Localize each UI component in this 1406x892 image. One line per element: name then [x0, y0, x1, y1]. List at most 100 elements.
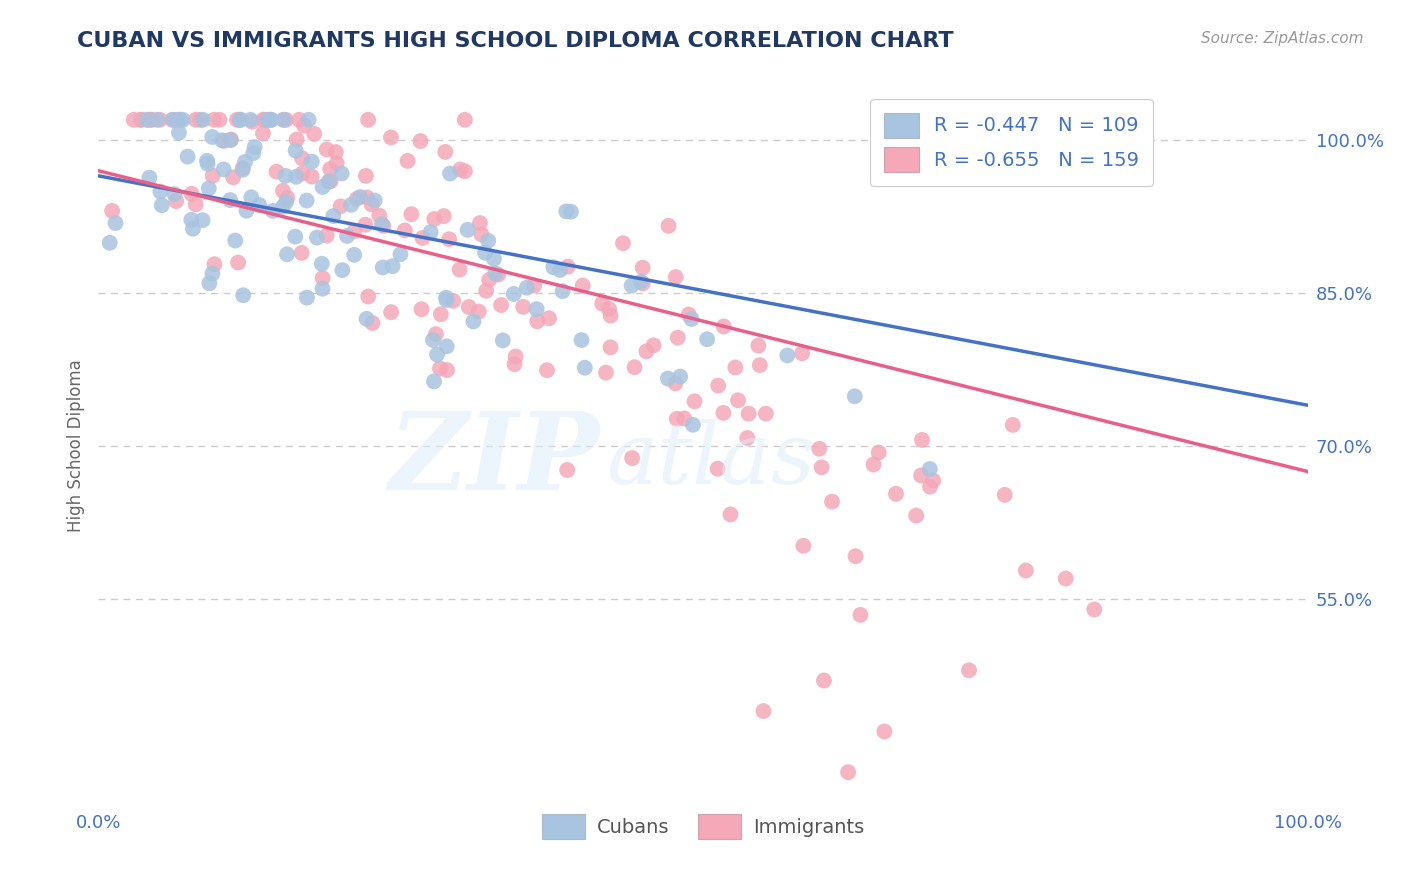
Point	[449, 262, 471, 277]
Point	[229, 112, 252, 127]
Point	[454, 164, 477, 178]
Point	[678, 308, 700, 322]
Point	[489, 298, 512, 312]
Point	[197, 181, 219, 195]
Point	[262, 203, 284, 218]
Point	[184, 197, 207, 211]
Point	[301, 169, 323, 184]
Point	[235, 203, 257, 218]
Point	[429, 361, 451, 376]
Point	[180, 212, 202, 227]
Point	[232, 288, 254, 302]
Point	[201, 169, 224, 183]
Point	[631, 277, 654, 291]
Point	[139, 112, 162, 127]
Point	[560, 204, 582, 219]
Point	[243, 140, 266, 154]
Point	[434, 145, 457, 159]
Point	[808, 442, 831, 456]
Point	[910, 468, 932, 483]
Point	[104, 216, 127, 230]
Point	[737, 407, 759, 421]
Point	[681, 312, 703, 326]
Point	[755, 407, 778, 421]
Point	[389, 247, 412, 261]
Point	[571, 278, 593, 293]
Point	[813, 673, 835, 688]
Point	[340, 198, 363, 212]
Point	[253, 112, 276, 127]
Point	[291, 166, 314, 180]
Point	[682, 417, 704, 432]
Point	[274, 112, 297, 127]
Point	[166, 112, 188, 127]
Point	[284, 144, 307, 158]
Text: atlas: atlas	[606, 419, 815, 501]
Point	[98, 235, 121, 250]
Point	[150, 198, 173, 212]
Point	[211, 133, 233, 147]
Point	[623, 360, 645, 375]
Point	[276, 247, 298, 261]
Point	[315, 143, 337, 157]
Point	[425, 327, 447, 342]
Point	[412, 231, 434, 245]
Point	[260, 112, 283, 127]
Point	[271, 200, 294, 214]
Point	[122, 112, 145, 127]
Point	[381, 259, 404, 273]
Point	[101, 203, 124, 218]
Y-axis label: High School Diploma: High School Diploma	[66, 359, 84, 533]
Point	[371, 260, 394, 275]
Point	[356, 311, 378, 326]
Point	[305, 230, 328, 244]
Point	[288, 112, 311, 127]
Point	[599, 340, 621, 354]
Point	[441, 293, 464, 308]
Point	[224, 234, 246, 248]
Point	[380, 305, 402, 319]
Point	[291, 246, 314, 260]
Point	[844, 549, 866, 564]
Point	[595, 366, 617, 380]
Point	[1054, 572, 1077, 586]
Point	[240, 114, 263, 128]
Point	[1015, 564, 1038, 578]
Point	[752, 704, 775, 718]
Point	[713, 319, 735, 334]
Point	[176, 150, 198, 164]
Point	[357, 112, 380, 127]
Point	[905, 508, 928, 523]
Point	[295, 291, 318, 305]
Point	[436, 339, 458, 353]
Point	[201, 267, 224, 281]
Point	[621, 451, 644, 466]
Point	[368, 209, 391, 223]
Point	[191, 112, 214, 127]
Point	[657, 219, 679, 233]
Point	[922, 474, 945, 488]
Point	[706, 461, 728, 475]
Point	[862, 458, 884, 472]
Point	[219, 133, 242, 147]
Point	[319, 174, 342, 188]
Point	[636, 344, 658, 359]
Point	[138, 170, 160, 185]
Point	[165, 194, 187, 208]
Point	[219, 132, 242, 146]
Point	[257, 112, 280, 127]
Point	[475, 284, 498, 298]
Point	[665, 412, 688, 426]
Point	[512, 300, 534, 314]
Point	[260, 112, 283, 127]
Point	[295, 194, 318, 208]
Point	[401, 207, 423, 221]
Point	[430, 307, 453, 321]
Point	[212, 162, 235, 177]
Point	[434, 291, 457, 305]
Point	[516, 281, 538, 295]
Point	[394, 223, 416, 237]
Point	[696, 332, 718, 346]
Point	[322, 209, 344, 223]
Point	[195, 153, 218, 168]
